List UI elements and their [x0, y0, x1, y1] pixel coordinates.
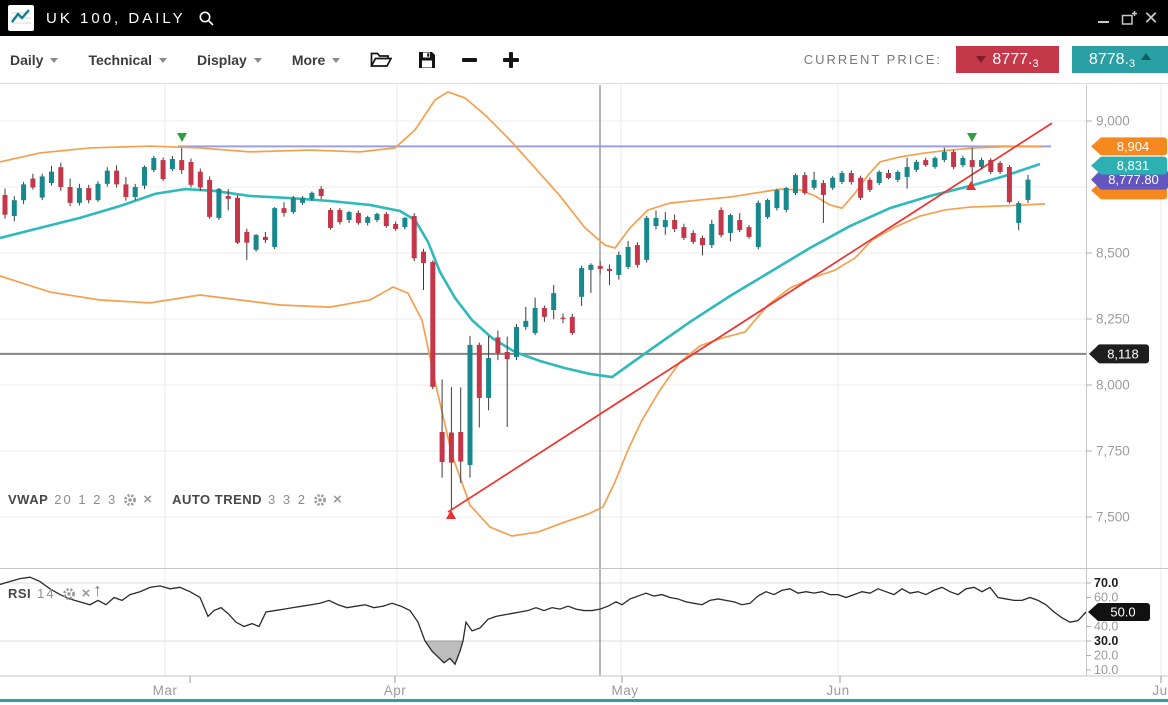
more-menu-label: More [291, 51, 326, 68]
more-menu[interactable]: More [291, 51, 341, 68]
svg-text:10.0: 10.0 [1094, 663, 1118, 677]
auto-trend-settings-gear-icon[interactable] [313, 493, 327, 507]
svg-text:Apr: Apr [384, 683, 407, 698]
chevron-down-icon [332, 58, 341, 63]
price-badges: 8,777.808,831 8,904 8,118 [1089, 137, 1168, 364]
price-chart[interactable]: 9,0008,5008,2508,0007,7507,5008,777.808,… [0, 84, 1168, 705]
save-button[interactable] [418, 51, 436, 69]
close-icon: ✕ [1143, 8, 1159, 28]
vwap-label: VWAP [8, 492, 49, 507]
technical-menu[interactable]: Technical [88, 51, 168, 68]
svg-text:8,777.80: 8,777.80 [1108, 172, 1159, 187]
display-menu-label: Display [197, 51, 247, 68]
window-title: UK 100, DAILY [46, 9, 186, 27]
title-bar: UK 100, DAILY ✕ [0, 0, 1168, 36]
signal-markers [177, 133, 977, 519]
buy-price-main: 8778. [1088, 50, 1129, 68]
svg-text:8,250: 8,250 [1096, 312, 1130, 327]
rsi-oversold-fill [424, 640, 464, 665]
save-icon [419, 51, 436, 68]
svg-text:Ju: Ju [1152, 683, 1167, 698]
restore-button[interactable] [1116, 3, 1142, 33]
svg-text:70.0: 70.0 [1094, 576, 1118, 590]
svg-text:40.0: 40.0 [1094, 620, 1118, 634]
open-folder-icon [370, 52, 393, 67]
current-price-label: CURRENT PRICE: [803, 52, 942, 67]
candles [2, 147, 1031, 510]
timeframe-menu-label: Daily [10, 51, 44, 68]
grid-lines [0, 85, 1162, 676]
search-icon[interactable] [198, 10, 215, 27]
svg-text:30.0: 30.0 [1094, 634, 1118, 648]
minimize-button[interactable] [1090, 3, 1116, 33]
price-down-arrow-icon [976, 56, 987, 63]
chevron-down-icon [253, 58, 262, 63]
pane-expand-arrow-icon[interactable]: ↑ [93, 580, 102, 600]
technical-menu-label: Technical [88, 51, 153, 68]
svg-text:Mar: Mar [153, 683, 178, 698]
svg-text:8,500: 8,500 [1096, 246, 1130, 261]
svg-text:9,000: 9,000 [1096, 114, 1130, 129]
svg-text:8,118: 8,118 [1107, 346, 1139, 361]
rsi-axis: 70.060.0 40.030.020.010.0 50.0 [1086, 576, 1150, 677]
open-folder-button[interactable] [370, 51, 393, 68]
svg-text:20.0: 20.0 [1094, 649, 1118, 663]
rsi-remove-icon[interactable]: × [81, 585, 91, 602]
vwap-remove-icon[interactable]: × [143, 491, 153, 508]
auto-trend-line[interactable] [447, 122, 1053, 513]
close-button[interactable]: ✕ [1142, 3, 1168, 33]
buy-price-button[interactable]: 8778. 3 [1072, 46, 1168, 73]
rsi-settings-gear-icon[interactable] [62, 587, 76, 601]
zoom-out-button[interactable] [462, 57, 478, 62]
band-upper-line [0, 91, 1043, 249]
svg-text:7,500: 7,500 [1096, 510, 1130, 525]
svg-text:60.0: 60.0 [1094, 591, 1118, 605]
price-up-arrow-icon [1141, 53, 1152, 60]
sell-price-main: 8777. [992, 50, 1033, 68]
svg-text:Jun: Jun [826, 683, 849, 698]
band-lower-line [0, 203, 1046, 537]
plus-icon [503, 51, 520, 68]
chevron-down-icon [159, 58, 168, 63]
price-axis: 9,000 8,500 8,250 8,000 7,750 7,500 [1086, 114, 1130, 525]
svg-text:50.0: 50.0 [1110, 605, 1135, 620]
vwap-settings-gear-icon[interactable] [123, 493, 137, 507]
display-menu[interactable]: Display [197, 52, 262, 68]
overlay-indicator-labels: VWAP 20 1 2 3 × AUTO TREND 3 3 2 × [8, 492, 342, 507]
svg-text:May: May [611, 683, 638, 698]
auto-trend-params: 3 3 2 [268, 492, 307, 507]
auto-trend-remove-icon[interactable]: × [332, 491, 342, 508]
zoom-in-button[interactable] [503, 51, 520, 68]
sell-price-button[interactable]: 8777. 3 [956, 46, 1059, 73]
timeframe-menu[interactable]: Daily [10, 51, 59, 68]
rsi-label: RSI [8, 586, 32, 601]
rsi-indicator-labels: RSI 14 × [8, 586, 90, 601]
svg-text:8,000: 8,000 [1096, 378, 1130, 393]
bottom-accent-bar [0, 699, 1168, 702]
vwap-line [0, 162, 1041, 379]
svg-text:8,831: 8,831 [1117, 158, 1150, 173]
chevron-down-icon [50, 58, 59, 63]
time-axis: Mar Apr May Jun Ju [153, 676, 1167, 698]
chart-app-icon [8, 5, 34, 31]
minus-icon [462, 57, 478, 62]
auto-trend-label: AUTO TREND [172, 492, 263, 507]
chart-toolbar: Daily Technical Display More [0, 36, 1168, 84]
vwap-params: 20 1 2 3 [54, 492, 118, 507]
sell-price-decimal: 3 [1032, 58, 1039, 70]
svg-text:8,904: 8,904 [1117, 139, 1150, 154]
restore-icon [1121, 10, 1137, 25]
rsi-line [0, 576, 1087, 666]
buy-price-decimal: 3 [1128, 58, 1136, 70]
svg-text:7,750: 7,750 [1096, 444, 1130, 459]
rsi-params: 14 [37, 586, 56, 601]
